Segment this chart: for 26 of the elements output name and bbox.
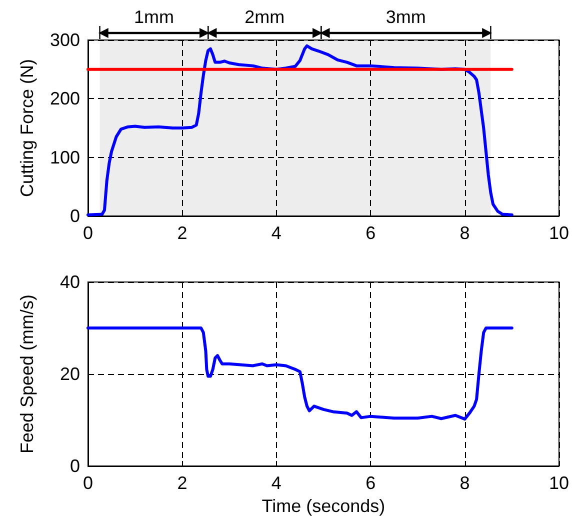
y-tick-label: 300 [50, 30, 80, 50]
x-tick-label: 2 [177, 223, 188, 243]
band-label: 1mm [134, 7, 174, 27]
y-axis-title: Feed Speed (mm/s) [17, 294, 37, 454]
x-tick-label: 10 [548, 473, 570, 493]
x-tick-label: 6 [366, 223, 376, 243]
band-label: 3mm [386, 7, 426, 27]
y-tick-label: 100 [50, 147, 80, 168]
x-tick-label: 6 [366, 473, 376, 493]
x-axis-title: Time (seconds) [262, 496, 386, 516]
y-tick-label: 40 [60, 272, 80, 292]
band-label: 2mm [244, 7, 285, 27]
y-tick-label: 0 [70, 206, 80, 226]
x-tick-label: 0 [82, 473, 94, 493]
x-tick-label: 2 [177, 473, 188, 493]
x-tick-label: 4 [271, 473, 282, 493]
x-tick-label: 8 [460, 223, 470, 243]
y-tick-label: 200 [50, 88, 80, 109]
x-tick-label: 8 [460, 473, 470, 493]
y-tick-label: 0 [70, 456, 80, 476]
y-axis-title: Cutting Force (N) [17, 58, 37, 198]
x-tick-label: 0 [82, 223, 94, 243]
x-tick-label: 4 [271, 223, 282, 243]
line-series [86, 326, 514, 421]
y-tick-label: 20 [60, 364, 80, 384]
x-tick-label: 10 [548, 223, 570, 243]
